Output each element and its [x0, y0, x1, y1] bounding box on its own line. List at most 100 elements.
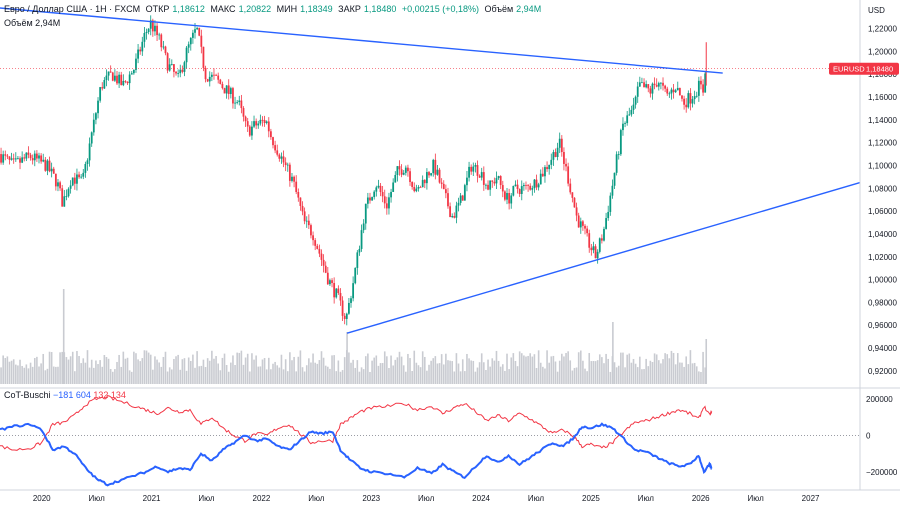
volume-bar: [367, 353, 369, 384]
volume-bar: [284, 359, 287, 384]
volume-bar: [50, 352, 53, 384]
low-value: 1,18349: [300, 4, 333, 14]
volume-bar: [57, 366, 59, 384]
volume-bar: [558, 360, 561, 384]
volume-bar: [364, 356, 367, 384]
candle-body: [672, 89, 675, 93]
candle-body: [392, 182, 395, 192]
candle-body: [331, 280, 333, 284]
volume-bar: [647, 366, 650, 384]
volume-bar: [154, 356, 156, 384]
volume-bar: [358, 371, 361, 384]
volume-bar: [698, 371, 700, 384]
volume-bar: [168, 367, 171, 384]
candle-body: [31, 158, 34, 161]
volume-bar: [607, 358, 610, 384]
candle-body: [442, 183, 445, 190]
x-tick-label: Июл: [748, 494, 765, 503]
candle-body: [33, 153, 36, 161]
volume-bar: [537, 350, 540, 384]
candle-body: [42, 159, 45, 162]
candle-body: [489, 180, 492, 190]
volume-bar: [539, 362, 542, 384]
candle-body: [65, 196, 68, 197]
x-tick-label: Июл: [89, 494, 106, 503]
volume-bar: [335, 371, 338, 384]
volume-bar: [261, 359, 264, 384]
candle-body: [128, 74, 131, 84]
volume-bar: [133, 351, 135, 384]
volume-spike: [612, 322, 614, 384]
candle-body: [516, 184, 519, 190]
volume-bar: [643, 369, 645, 384]
candle-body: [451, 216, 454, 218]
volume-bar: [137, 359, 139, 384]
volume-bar: [0, 367, 2, 384]
candle-body: [626, 115, 629, 124]
candle-body: [518, 189, 521, 194]
candle-body: [649, 88, 652, 94]
volume-bar: [78, 355, 80, 384]
volume-bar: [561, 353, 563, 384]
volume-bar: [152, 369, 154, 384]
volume-bar: [687, 364, 690, 384]
candle-body: [575, 207, 578, 216]
candle-body: [158, 34, 161, 36]
volume-bar: [166, 371, 169, 384]
candle-body: [67, 188, 70, 197]
candle-body: [278, 154, 281, 159]
y-tick-label: 1,08000: [868, 184, 897, 193]
volume-bar: [295, 371, 297, 384]
candle-body: [560, 138, 563, 153]
candle-body: [590, 247, 593, 251]
volume-bar: [303, 371, 306, 384]
candle-body: [312, 235, 314, 241]
candle-body: [426, 172, 428, 184]
candle-body: [632, 104, 635, 110]
candle-body: [261, 119, 264, 121]
volume-bar: [135, 353, 137, 384]
x-tick-label: 2020: [33, 494, 51, 503]
volume-bar: [21, 365, 23, 384]
candle-body: [571, 192, 574, 198]
candle-body: [461, 195, 464, 201]
candle-body: [92, 119, 95, 133]
candle-body: [177, 73, 180, 74]
candle-body: [531, 188, 534, 190]
candle-body: [674, 90, 677, 93]
candle-body: [48, 160, 51, 172]
volume-bar: [440, 354, 443, 384]
candle-body: [645, 84, 648, 88]
candle-body: [10, 158, 13, 160]
volume-bar: [312, 353, 314, 384]
candle-body: [130, 73, 133, 75]
volume-bar: [371, 360, 373, 384]
volume-bar: [171, 369, 173, 384]
symbol-description: Евро / Доллар США · 1Н · FXCM: [4, 4, 141, 14]
volume-bar: [411, 371, 413, 384]
volume-bar: [126, 357, 129, 384]
volume-bar: [80, 363, 82, 384]
candle-body: [529, 185, 532, 190]
candle-body: [373, 191, 376, 198]
volume-bar: [388, 367, 390, 384]
candle-body: [337, 288, 340, 294]
candle-body: [668, 93, 671, 95]
volume-bar: [655, 354, 658, 384]
candle-body: [533, 179, 536, 189]
x-tick-label: Июл: [638, 494, 655, 503]
volume-bar: [695, 366, 698, 384]
candle-body: [293, 176, 295, 182]
volume-bar: [192, 354, 194, 384]
candle-body: [594, 246, 597, 259]
volume-bar: [514, 360, 517, 384]
volume-bar: [390, 355, 392, 384]
volume-bar: [276, 365, 279, 384]
volume-bar: [516, 366, 519, 384]
volume-bar: [582, 360, 584, 384]
volume-bar: [67, 359, 70, 384]
volume-bar: [196, 351, 198, 384]
volume-bar: [4, 358, 7, 384]
